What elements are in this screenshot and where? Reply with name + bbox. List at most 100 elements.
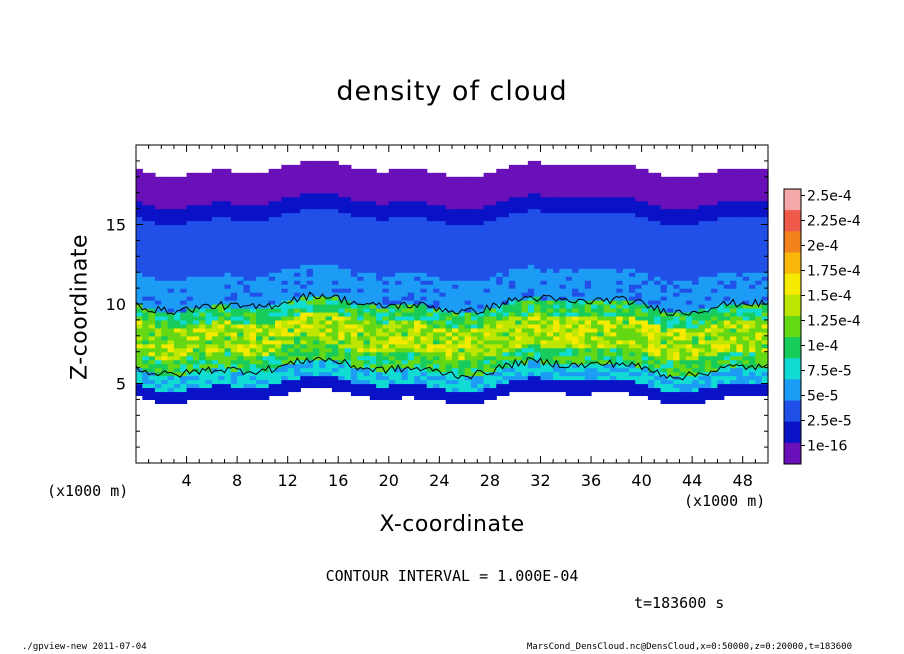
heatmap-cell [401,232,409,238]
heatmap-cell [192,355,200,361]
heatmap-cell [363,288,371,293]
heatmap-cell [142,272,150,277]
heatmap-cell [192,371,200,377]
heatmap-cell [546,268,554,273]
heatmap-cell [211,256,219,261]
heatmap-cell [666,204,674,210]
heatmap-cell [540,379,548,385]
heatmap-cell [647,395,655,401]
heatmap-cell [338,292,346,297]
heatmap-cell [420,216,428,222]
heatmap-cell [578,216,586,222]
heatmap-cell [597,220,605,226]
heatmap-cell [306,276,314,281]
heatmap-cell [388,260,396,265]
heatmap-cell [439,276,447,281]
heatmap-cell [199,212,207,218]
heatmap-cell [673,387,681,393]
heatmap-cell [584,319,592,325]
heatmap-cell [249,311,257,317]
heatmap-cell [666,335,674,341]
heatmap-cell [452,383,459,389]
heatmap-cell [628,176,636,182]
heatmap-cell [148,204,156,210]
heatmap-cell [268,268,276,273]
heatmap-cell [338,288,346,293]
heatmap-cell [281,216,289,222]
heatmap-cell [350,311,358,317]
heatmap-cell [641,200,649,206]
heatmap-cell [540,232,548,238]
heatmap-cell [452,347,459,353]
heatmap-cell [559,264,567,269]
heatmap-cell [300,367,308,373]
heatmap-cell [420,359,428,365]
heatmap-cell [294,232,301,238]
heatmap-cell [199,359,207,365]
heatmap-cell [458,395,466,401]
heatmap-cell [192,196,200,202]
heatmap-cell [591,204,598,210]
heatmap-cell [142,355,150,361]
heatmap-cell [407,300,415,305]
heatmap-cell [584,307,592,313]
heatmap-cell [572,240,579,245]
heatmap-cell [603,256,611,261]
heatmap-cell [262,232,270,238]
heatmap-cell [578,300,586,305]
heatmap-cell [597,168,605,174]
heatmap-cell [388,391,396,397]
heatmap-cell [148,260,156,265]
heatmap-cell [610,311,617,317]
heatmap-cell [388,351,396,357]
heatmap-cell [433,311,440,317]
heatmap-cell [616,208,624,214]
heatmap-cell [312,188,320,194]
heatmap-cell [369,339,377,345]
heatmap-cell [496,216,504,222]
heatmap-cell [180,232,188,238]
heatmap-cell [388,264,396,269]
heatmap-cell [540,164,548,170]
heatmap-cell [414,168,421,174]
heatmap-cell [312,327,320,333]
heatmap-cell [540,168,548,174]
heatmap-cell [218,359,226,365]
heatmap-cell [262,323,270,329]
heatmap-cell [363,264,371,269]
heatmap-cell [325,200,333,206]
heatmap-cell [180,355,188,361]
heatmap-cell [464,264,472,269]
heatmap-cell [136,375,143,381]
heatmap-cell [685,319,693,325]
heatmap-cell [527,252,535,257]
heatmap-cell [262,184,270,190]
heatmap-cell [496,176,504,182]
heatmap-cell [211,200,219,206]
heatmap-cell [426,387,434,393]
heatmap-cell [369,296,377,301]
heatmap-cell [306,272,314,277]
heatmap-cell [660,351,668,357]
heatmap-cell [167,367,175,373]
heatmap-cell [312,196,320,202]
heatmap-cell [540,371,548,377]
heatmap-cell [660,371,668,377]
heatmap-cell [641,204,649,210]
heatmap-cell [603,355,611,361]
heatmap-cell [546,196,554,202]
heatmap-cell [673,252,681,257]
heatmap-cell [401,204,409,210]
heatmap-cell [357,284,365,289]
heatmap-cell [660,335,668,341]
heatmap-cell [407,168,415,174]
heatmap-cell [483,296,491,301]
heatmap-cell [622,387,630,393]
heatmap-cell [603,387,611,393]
heatmap-cell [546,327,554,333]
heatmap-cell [565,359,573,365]
heatmap-cell [192,208,200,214]
heatmap-cell [199,304,207,309]
heatmap-cell [628,284,636,289]
heatmap-cell [584,164,592,170]
